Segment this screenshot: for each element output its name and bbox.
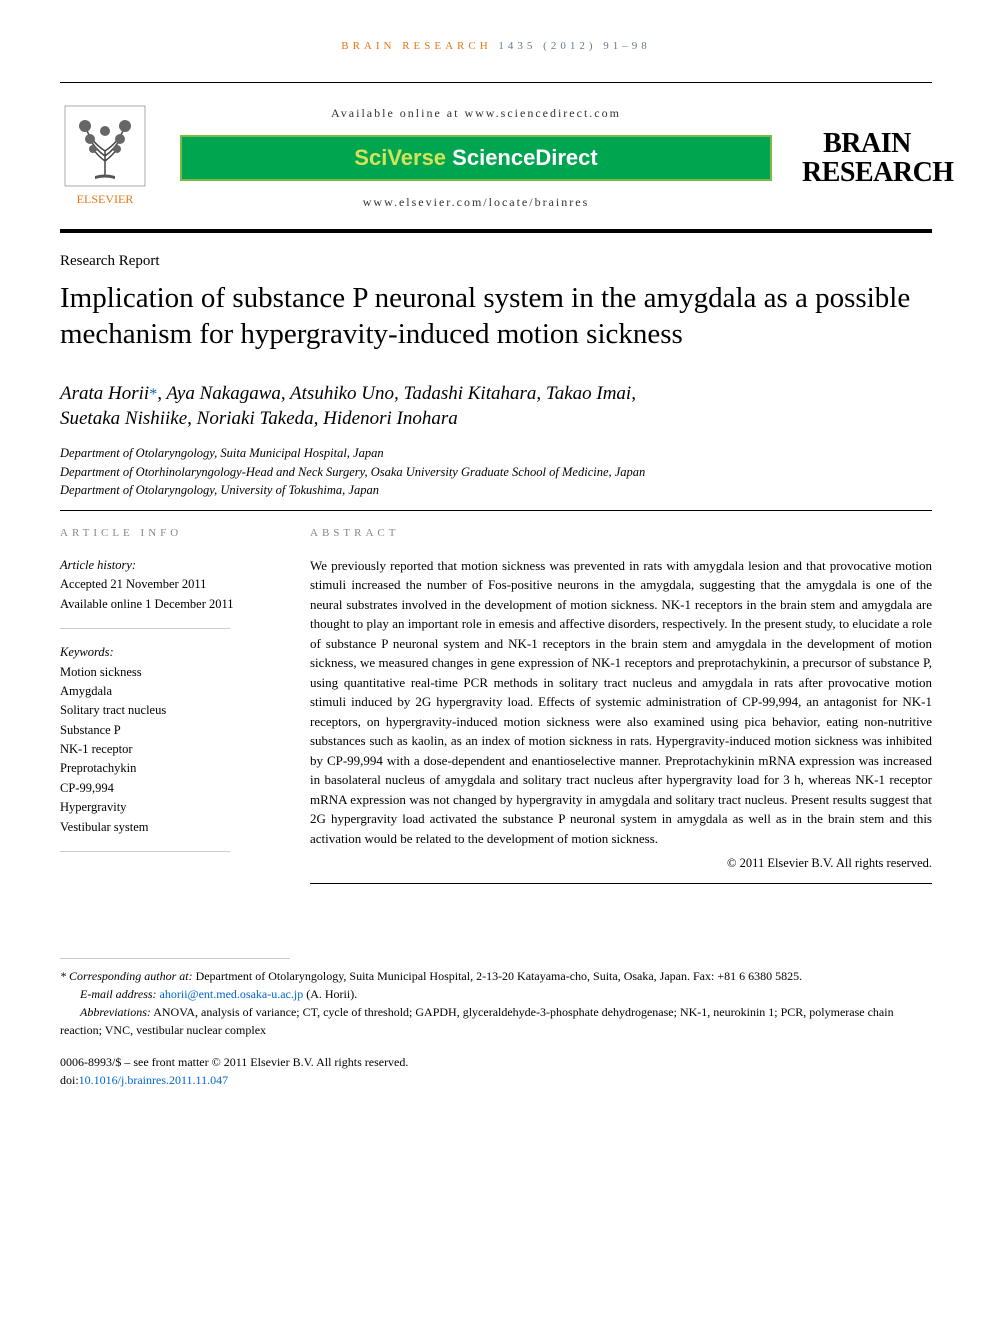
article-info-heading: ARTICLE INFO (60, 525, 270, 542)
sciverse-prefix: SciVerse (354, 145, 452, 170)
doi-link[interactable]: 10.1016/j.brainres.2011.11.047 (79, 1073, 228, 1087)
abstract-copyright: © 2011 Elsevier B.V. All rights reserved… (310, 854, 932, 873)
divider-above-columns (60, 510, 932, 511)
footnote-divider (60, 958, 290, 959)
abbrev-label: Abbreviations: (80, 1005, 151, 1019)
keyword: Substance P (60, 721, 270, 740)
elsevier-tree-icon: ELSEVIER (60, 101, 150, 211)
doi-prefix: doi: (60, 1073, 79, 1087)
corresponding-marker: * (149, 386, 157, 403)
sciverse-main: ScienceDirect (452, 145, 598, 170)
elsevier-label-text: ELSEVIER (77, 192, 134, 206)
authors-block: Arata Horii*, Aya Nakagawa, Atsuhiko Uno… (60, 381, 932, 432)
keyword: Vestibular system (60, 818, 270, 837)
front-matter-line: 0006-8993/$ – see front matter © 2011 El… (60, 1053, 932, 1071)
history-label: Article history: (60, 556, 270, 575)
affiliation-3: Department of Otolaryngology, University… (60, 481, 932, 500)
corr-label: * Corresponding author at: (60, 969, 193, 983)
email-author: (A. Horii). (303, 987, 357, 1001)
online-date: Available online 1 December 2011 (60, 595, 270, 614)
divider-below-abstract (310, 883, 932, 884)
keyword: CP-99,994 (60, 779, 270, 798)
affiliation-1: Department of Otolaryngology, Suita Muni… (60, 444, 932, 463)
abbrev-text: ANOVA, analysis of variance; CT, cycle o… (60, 1005, 894, 1037)
running-head: BRAIN RESEARCH 1435 (2012) 91–98 (60, 40, 932, 52)
keyword: Solitary tract nucleus (60, 701, 270, 720)
keyword: NK-1 receptor (60, 740, 270, 759)
locate-url: www.elsevier.com/locate/brainres (180, 195, 772, 210)
info-divider-2 (60, 851, 230, 852)
keyword: Motion sickness (60, 663, 270, 682)
info-divider (60, 628, 230, 629)
journal-logo-line2: RESEARCH (802, 158, 932, 187)
running-head-journal: BRAIN RESEARCH (341, 40, 491, 52)
journal-logo: BRAIN RESEARCH (802, 129, 932, 188)
journal-logo-line1: BRAIN (802, 129, 932, 158)
keyword: Hypergravity (60, 798, 270, 817)
email-label: E-mail address: (80, 987, 160, 1001)
keyword: Amygdala (60, 682, 270, 701)
corresponding-author-note: * Corresponding author at: Department of… (60, 967, 932, 985)
running-head-citation: 1435 (2012) 91–98 (492, 40, 651, 52)
header-center: Available online at www.sciencedirect.co… (180, 106, 772, 210)
author-first: Arata Horii (60, 383, 149, 404)
keyword: Preprotachykin (60, 759, 270, 778)
abbreviations-line: Abbreviations: ANOVA, analysis of varian… (60, 1003, 932, 1039)
elsevier-logo: ELSEVIER (60, 101, 150, 215)
footnotes: * Corresponding author at: Department of… (60, 967, 932, 1039)
affiliation-2: Department of Otorhinolaryngology-Head a… (60, 463, 932, 482)
authors-line2: Suetaka Nishiike, Noriaki Takeda, Hideno… (60, 408, 458, 429)
email-line: E-mail address: ahorii@ent.med.osaka-u.a… (60, 985, 932, 1003)
abstract-body: We previously reported that motion sickn… (310, 556, 932, 849)
two-column-layout: ARTICLE INFO Article history: Accepted 2… (60, 525, 932, 898)
abstract-column: ABSTRACT We previously reported that mot… (310, 525, 932, 898)
abstract-heading: ABSTRACT (310, 525, 932, 542)
affiliations: Department of Otolaryngology, Suita Muni… (60, 444, 932, 500)
corr-text: Department of Otolaryngology, Suita Muni… (193, 969, 803, 983)
article-type: Research Report (60, 253, 932, 270)
header-block: ELSEVIER Available online at www.science… (60, 82, 932, 233)
available-online-text: Available online at www.sciencedirect.co… (180, 106, 772, 121)
keywords-label: Keywords: (60, 643, 270, 662)
article-info-column: ARTICLE INFO Article history: Accepted 2… (60, 525, 270, 898)
publication-info: 0006-8993/$ – see front matter © 2011 El… (60, 1053, 932, 1089)
accepted-date: Accepted 21 November 2011 (60, 575, 270, 594)
doi-line: doi:10.1016/j.brainres.2011.11.047 (60, 1071, 932, 1089)
email-link[interactable]: ahorii@ent.med.osaka-u.ac.jp (160, 987, 304, 1001)
sciverse-bar: SciVerse ScienceDirect (180, 135, 772, 181)
article-title: Implication of substance P neuronal syst… (60, 280, 932, 353)
authors-rest-line1: , Aya Nakagawa, Atsuhiko Uno, Tadashi Ki… (157, 383, 636, 404)
